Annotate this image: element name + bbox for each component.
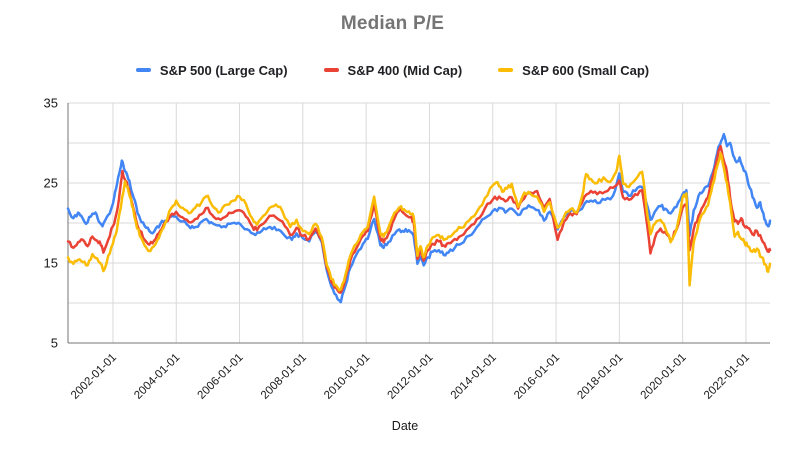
x-tick-label: 2020-01-01 (639, 352, 689, 402)
x-tick-label: 2008-01-01 (259, 352, 309, 402)
x-tick-label: 2004-01-01 (132, 352, 182, 402)
series-line-sp600[interactable] (66, 152, 772, 292)
legend-marker-sp600-icon (498, 68, 514, 72)
x-tick-label: 2018-01-01 (575, 352, 625, 402)
x-tick-label: 2016-01-01 (512, 352, 562, 402)
x-tick-label: 2002-01-01 (69, 352, 119, 402)
legend-marker-sp500-icon (135, 68, 151, 72)
x-tick-label: 2014-01-01 (449, 352, 499, 402)
x-axis-title: Date (391, 419, 419, 433)
y-tick-label: 5 (51, 336, 58, 351)
legend-marker-sp400-icon (323, 68, 339, 72)
legend-label-sp600: S&P 600 (Small Cap) (522, 62, 650, 78)
legend-label-sp400: S&P 400 (Mid Cap) (347, 62, 463, 78)
legend-item-sp400[interactable]: S&P 400 (Mid Cap) (323, 62, 463, 78)
x-tick-label: 2010-01-01 (322, 352, 372, 402)
x-tick-label: 2012-01-01 (385, 352, 435, 402)
series-line-sp500[interactable] (66, 132, 772, 304)
x-tick-label: 2022-01-01 (702, 352, 752, 402)
legend-label-sp500: S&P 500 (Large Cap) (159, 62, 288, 78)
chart-title: Median P/E (340, 13, 445, 34)
series-line-sp400[interactable] (66, 144, 772, 294)
y-tick-label: 25 (44, 176, 58, 191)
legend-item-sp500[interactable]: S&P 500 (Large Cap) (135, 62, 288, 78)
y-tick-label: 35 (44, 96, 58, 111)
x-tick-label: 2006-01-01 (196, 352, 246, 402)
legend-item-sp600[interactable]: S&P 600 (Small Cap) (498, 63, 649, 78)
y-tick-label: 15 (44, 256, 58, 271)
legend: S&P 500 (Large Cap) S&P 400 (Mid Cap) S&… (0, 60, 785, 80)
